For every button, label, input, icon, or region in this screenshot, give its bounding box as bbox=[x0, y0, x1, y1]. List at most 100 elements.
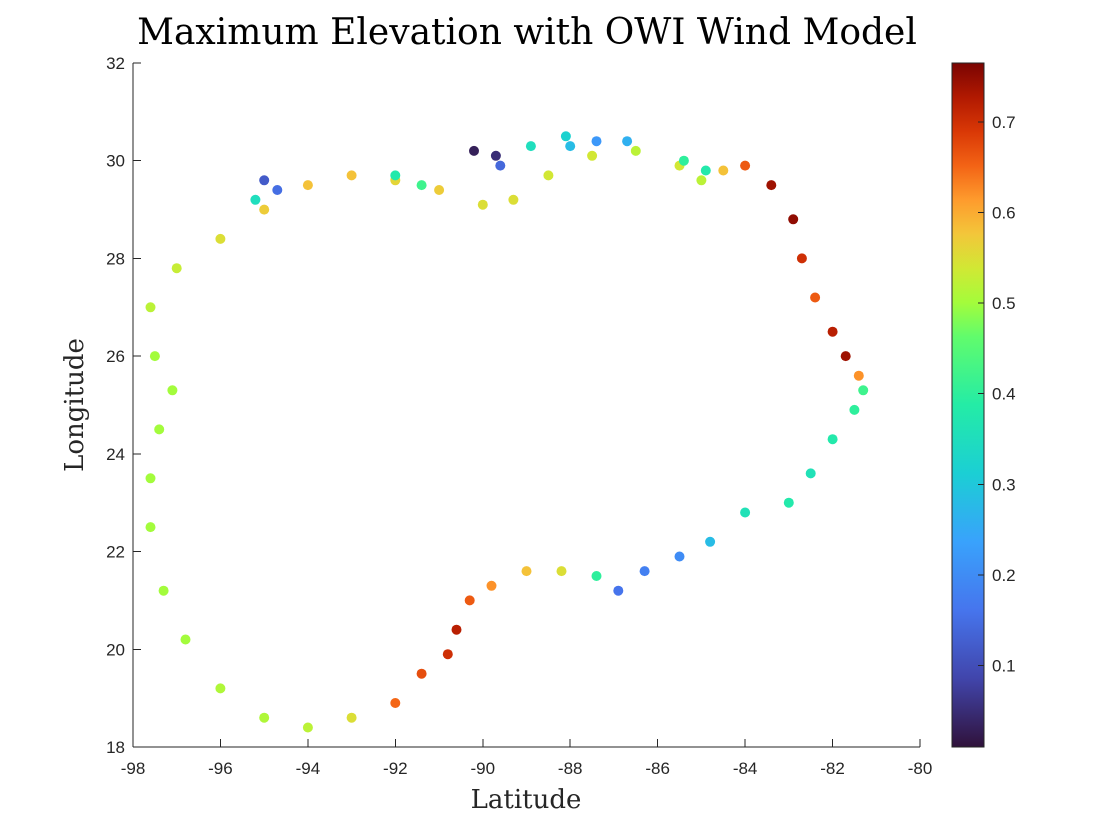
y-tick-label: 22 bbox=[106, 543, 125, 562]
data-point bbox=[591, 136, 602, 147]
data-point bbox=[630, 145, 641, 156]
colorbar-tick-label: 0.3 bbox=[992, 475, 1016, 494]
data-point bbox=[591, 571, 602, 581]
data-point bbox=[783, 497, 794, 508]
data-point bbox=[259, 175, 270, 186]
data-point bbox=[639, 566, 650, 577]
data-point bbox=[272, 185, 283, 195]
colorbar-tick-label: 0.7 bbox=[992, 113, 1016, 132]
colorbar-tick-label: 0.5 bbox=[992, 294, 1016, 313]
x-tick-label: -84 bbox=[733, 759, 758, 778]
x-tick-label: -82 bbox=[820, 759, 845, 778]
data-point bbox=[302, 180, 313, 191]
data-point bbox=[810, 292, 821, 303]
data-point bbox=[849, 404, 860, 415]
colorbar-tick-label: 0.1 bbox=[992, 656, 1016, 675]
data-point bbox=[464, 595, 475, 606]
colorbar-gradient bbox=[951, 62, 985, 748]
data-point bbox=[700, 165, 711, 176]
data-point bbox=[788, 214, 799, 225]
data-point bbox=[259, 204, 270, 215]
data-point bbox=[740, 160, 751, 171]
data-point bbox=[469, 145, 479, 156]
data-point bbox=[613, 585, 624, 596]
y-tick-label: 26 bbox=[106, 347, 125, 366]
colorbar bbox=[951, 62, 985, 748]
data-point bbox=[508, 194, 519, 205]
data-point bbox=[521, 566, 532, 577]
data-point bbox=[565, 141, 576, 152]
data-point bbox=[495, 160, 506, 171]
data-point bbox=[171, 263, 182, 274]
chart-title: Maximum Elevation with OWI Wind Model bbox=[137, 12, 917, 53]
data-point bbox=[827, 434, 838, 445]
data-point bbox=[346, 170, 357, 181]
x-tick-label: -92 bbox=[383, 759, 408, 778]
colorbar-tick-label: 0.6 bbox=[992, 203, 1016, 222]
x-tick-label: -88 bbox=[558, 759, 583, 778]
data-point bbox=[490, 150, 501, 161]
data-point bbox=[250, 194, 261, 205]
y-tick-label: 18 bbox=[106, 738, 125, 757]
data-point bbox=[827, 326, 838, 337]
y-tick-label: 24 bbox=[106, 445, 125, 464]
y-tick-label: 20 bbox=[106, 640, 125, 659]
data-point bbox=[805, 468, 816, 479]
data-point bbox=[525, 141, 536, 152]
x-tick-label: -86 bbox=[645, 759, 670, 778]
data-point bbox=[705, 536, 716, 547]
x-tick-label: -94 bbox=[296, 759, 321, 778]
x-tick-label: -80 bbox=[908, 759, 933, 778]
data-point bbox=[622, 136, 633, 147]
data-point bbox=[740, 507, 751, 518]
data-point bbox=[696, 175, 707, 186]
data-point bbox=[858, 385, 869, 396]
data-point bbox=[678, 155, 689, 166]
colorbar-tick-label: 0.4 bbox=[992, 385, 1016, 404]
plot-area bbox=[145, 131, 869, 733]
data-point bbox=[215, 233, 226, 244]
colorbar-ticks: 0.1 0.2 0.3 0.4 0.5 0.6 0.7 bbox=[978, 113, 1016, 675]
colorbar-tick-label: 0.2 bbox=[992, 566, 1016, 585]
data-point bbox=[477, 199, 488, 210]
data-point bbox=[416, 180, 427, 191]
x-tick-label: -98 bbox=[121, 759, 146, 778]
x-axis-label: Latitude bbox=[471, 785, 582, 815]
data-point bbox=[718, 165, 729, 176]
data-point bbox=[145, 302, 156, 313]
data-point bbox=[154, 424, 165, 435]
data-point bbox=[587, 150, 598, 161]
data-point bbox=[167, 385, 178, 396]
data-point bbox=[302, 722, 313, 733]
data-point bbox=[215, 683, 226, 694]
data-point bbox=[442, 649, 453, 660]
data-point bbox=[390, 170, 401, 181]
data-point bbox=[796, 253, 807, 264]
y-tick-label: 30 bbox=[106, 152, 125, 171]
y-ticks: 18 20 22 24 26 28 30 32 bbox=[106, 54, 141, 757]
data-point bbox=[145, 473, 156, 484]
axes bbox=[132, 63, 920, 748]
y-axis-label: Longitude bbox=[60, 338, 90, 472]
data-point bbox=[853, 370, 864, 381]
data-point bbox=[416, 668, 427, 679]
data-point bbox=[346, 712, 357, 723]
data-point bbox=[840, 351, 851, 362]
data-point bbox=[543, 170, 554, 181]
data-point bbox=[158, 585, 169, 596]
y-tick-label: 32 bbox=[106, 54, 125, 73]
data-point bbox=[486, 580, 497, 591]
y-tick-label: 28 bbox=[106, 249, 125, 268]
data-point bbox=[560, 131, 571, 142]
x-tick-label: -96 bbox=[208, 759, 233, 778]
data-point bbox=[145, 522, 156, 533]
data-point bbox=[556, 566, 567, 577]
data-point bbox=[451, 624, 462, 635]
x-tick-label: -90 bbox=[470, 759, 495, 778]
data-point bbox=[390, 698, 401, 708]
data-point bbox=[180, 634, 191, 645]
data-point bbox=[766, 180, 777, 191]
data-point bbox=[259, 712, 270, 723]
data-point bbox=[434, 185, 445, 195]
data-point bbox=[674, 551, 685, 562]
